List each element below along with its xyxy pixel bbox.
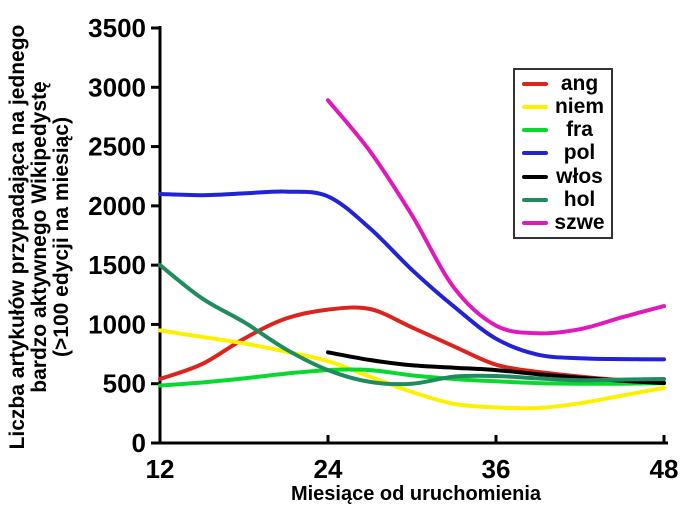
legend-label-ang: ang [560, 71, 599, 95]
y-tick-label: 3000 [88, 72, 146, 102]
y-tick-label: 3500 [88, 13, 146, 43]
legend-label-włos: włos [556, 164, 603, 188]
series-line-fra [158, 367, 666, 388]
y-tick-label: 1500 [88, 250, 146, 280]
legend-item-szwe: szwe [515, 212, 611, 234]
legend-label-szwe: szwe [554, 211, 605, 235]
legend-swatch-ang [522, 81, 548, 86]
legend-swatch-fra [522, 128, 548, 133]
legend-swatch-włos [522, 174, 548, 179]
y-tick-label: 1000 [88, 309, 146, 339]
x-tick-label: 36 [482, 454, 511, 484]
series-line-szwe [326, 98, 666, 336]
legend-swatch-niem [522, 104, 548, 109]
y-tick-label: 2500 [88, 132, 146, 162]
legend-item-fra: fra [515, 119, 611, 141]
legend-item-hol: hol [515, 189, 611, 211]
legend-label-pol: pol [563, 141, 596, 165]
legend-swatch-hol [522, 198, 548, 203]
series-line-niem [158, 328, 666, 411]
x-tick-label: 24 [314, 454, 343, 484]
legend-item-pol: pol [515, 142, 611, 164]
legend-swatch-szwe [522, 221, 548, 226]
legend-label-hol: hol [563, 188, 596, 212]
legend-item-ang: ang [515, 71, 611, 95]
series-line-pol [158, 189, 666, 362]
legend-swatch-pol [522, 151, 548, 156]
y-tick-label: 0 [132, 428, 146, 458]
series-line-hol [158, 263, 666, 387]
legend-item-włos: włos [515, 164, 611, 188]
legend-label-niem: niem [554, 94, 604, 118]
y-tick-label: 500 [103, 369, 146, 399]
x-tick-label: 48 [650, 454, 679, 484]
y-tick-label: 2000 [88, 191, 146, 221]
x-axis-title: Miesiące od uruchomienia [290, 483, 542, 505]
legend: ang niem fra pol włos hol szwe [513, 68, 613, 239]
x-tick-label: 12 [146, 454, 175, 484]
legend-label-fra: fra [566, 118, 593, 142]
legend-item-niem: niem [515, 94, 611, 118]
